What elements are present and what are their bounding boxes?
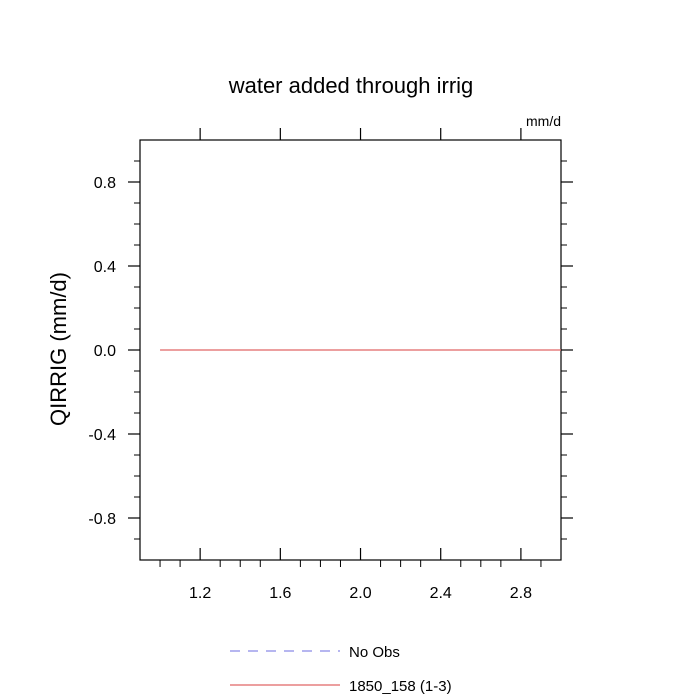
x-tick-label: 2.4 xyxy=(430,585,452,602)
chart-title: water added through irrig xyxy=(228,73,474,98)
y-tick-label: 0.0 xyxy=(94,343,116,360)
x-tick-label: 2.8 xyxy=(510,585,532,602)
y-tick-label: -0.8 xyxy=(88,511,116,528)
y-tick-label: 0.8 xyxy=(94,175,116,192)
legend: No Obs 1850_158 (1-3) xyxy=(230,644,452,695)
y-tick-label: 0.4 xyxy=(94,259,116,276)
legend-label: No Obs xyxy=(349,644,400,661)
legend-label: 1850_158 (1-3) xyxy=(349,678,452,695)
y-tick-label: -0.4 xyxy=(88,427,116,444)
y-axis-label: QIRRIG (mm/d) xyxy=(46,272,71,426)
x-tick-label: 2.0 xyxy=(349,585,371,602)
x-tick-label: 1.6 xyxy=(269,585,291,602)
x-tick-label: 1.2 xyxy=(189,585,211,602)
plot-axes: 1.2 1.6 2.0 2.4 2.8 -0.8 -0.4 0.0 0.4 0.8 xyxy=(88,128,573,602)
units-label: mm/d xyxy=(526,113,561,129)
